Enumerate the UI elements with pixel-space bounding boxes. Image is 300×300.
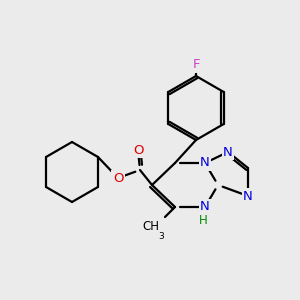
Text: H: H: [199, 214, 207, 227]
Text: O: O: [113, 172, 123, 184]
Text: 3: 3: [158, 232, 164, 241]
Text: O: O: [133, 143, 143, 157]
Text: N: N: [243, 190, 253, 202]
Text: N: N: [223, 146, 233, 158]
Text: N: N: [200, 157, 210, 169]
Text: F: F: [192, 58, 200, 71]
Text: CH: CH: [142, 220, 159, 233]
Text: N: N: [200, 200, 210, 214]
